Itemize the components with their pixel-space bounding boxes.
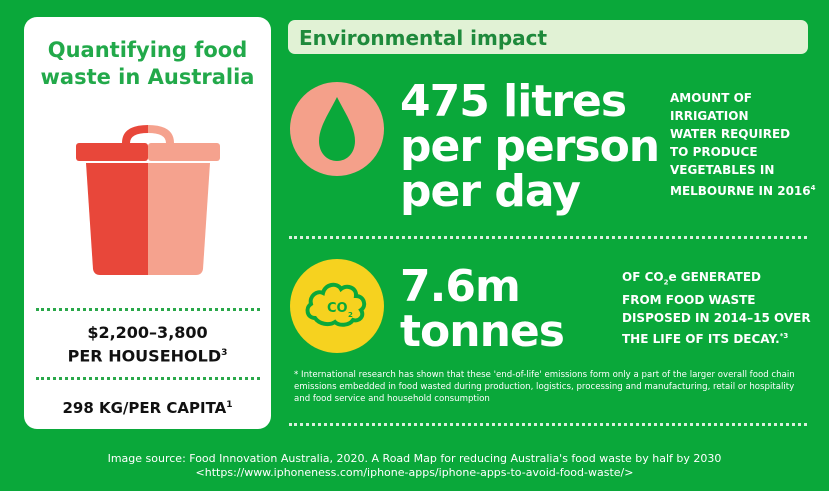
image-source-line2: <https://www.iphoneness.com/iphone-apps/… [195, 466, 634, 479]
household-stat-footnote: 3 [221, 348, 228, 358]
co2-desc-l1b: e GENERATED [668, 270, 762, 284]
water-desc-line: AMOUNT OF [670, 91, 752, 105]
water-stat-line1: 475 litres [400, 76, 627, 127]
trash-bin-icon [76, 125, 220, 275]
per-capita-stat: 298 KG/PER CAPITA1 [24, 395, 271, 418]
image-source-line1: Image source: Food Innovation Australia,… [107, 452, 722, 465]
co2-stat-value: 7.6m tonnes [400, 261, 565, 357]
divider-dotted-1 [36, 308, 260, 311]
co2-desc-footnote: *3 [779, 332, 789, 341]
co2-desc-subscript: 2 [663, 278, 669, 287]
water-stat-line2: per person [400, 121, 660, 172]
co2-desc-line: FROM FOOD WASTE [622, 293, 756, 308]
left-title-line2: waste in Australia [40, 65, 255, 89]
co2-desc-line: THE LIFE OF ITS DECAY. [622, 332, 780, 347]
per-capita-stat-text: 298 KG/PER CAPITA [62, 399, 227, 417]
co2-desc-line: DISPOSED IN 2014–15 OVER [622, 311, 811, 326]
divider-dotted-2 [36, 377, 260, 380]
water-drop-icon [290, 82, 384, 176]
divider-dotted-white-2 [289, 423, 807, 426]
banner-title: Environmental impact [299, 26, 548, 50]
water-desc-line: TO PRODUCE [670, 145, 758, 159]
co2-stat-line1: 7.6m [400, 261, 521, 312]
left-title-line1: Quantifying food [47, 38, 248, 62]
per-capita-stat-footnote: 1 [226, 400, 233, 410]
co2-icon-label: CO [327, 301, 348, 316]
water-stat-value: 475 litres per person per day [400, 76, 660, 217]
water-desc-line: VEGETABLES IN [670, 163, 775, 177]
water-desc-footnote: 4 [810, 184, 816, 192]
footnote: * International research has shown that … [294, 370, 795, 404]
household-stat-amount: $2,200–3,800 [87, 323, 208, 342]
left-title: Quantifying food waste in Australia [24, 37, 271, 91]
water-desc-last: MELBOURNE IN 2016 [670, 184, 811, 198]
co2-stat-line2: tonnes [400, 306, 565, 357]
co2-cloud-icon: CO 2 [290, 259, 384, 353]
divider-dotted-white-1 [289, 236, 807, 239]
co2-stat-description: OF CO2e GENERATED FROM FOOD WASTE DISPOS… [622, 268, 811, 348]
water-desc-line: IRRIGATION [670, 109, 749, 123]
water-stat-line3: per day [400, 166, 581, 217]
water-stat-description: AMOUNT OF IRRIGATION WATER REQUIRED TO P… [670, 89, 816, 200]
co2-icon-subscript: 2 [348, 311, 353, 319]
co2-desc-l1a: OF CO [622, 270, 664, 284]
water-desc-line: WATER REQUIRED [670, 127, 791, 141]
left-panel: Quantifying food waste in Australia $2,2… [24, 17, 271, 429]
household-stat-label: PER HOUSEHOLD [67, 346, 222, 366]
household-stat: $2,200–3,800 PER HOUSEHOLD3 [24, 322, 271, 366]
environmental-impact-banner: Environmental impact [288, 20, 808, 54]
